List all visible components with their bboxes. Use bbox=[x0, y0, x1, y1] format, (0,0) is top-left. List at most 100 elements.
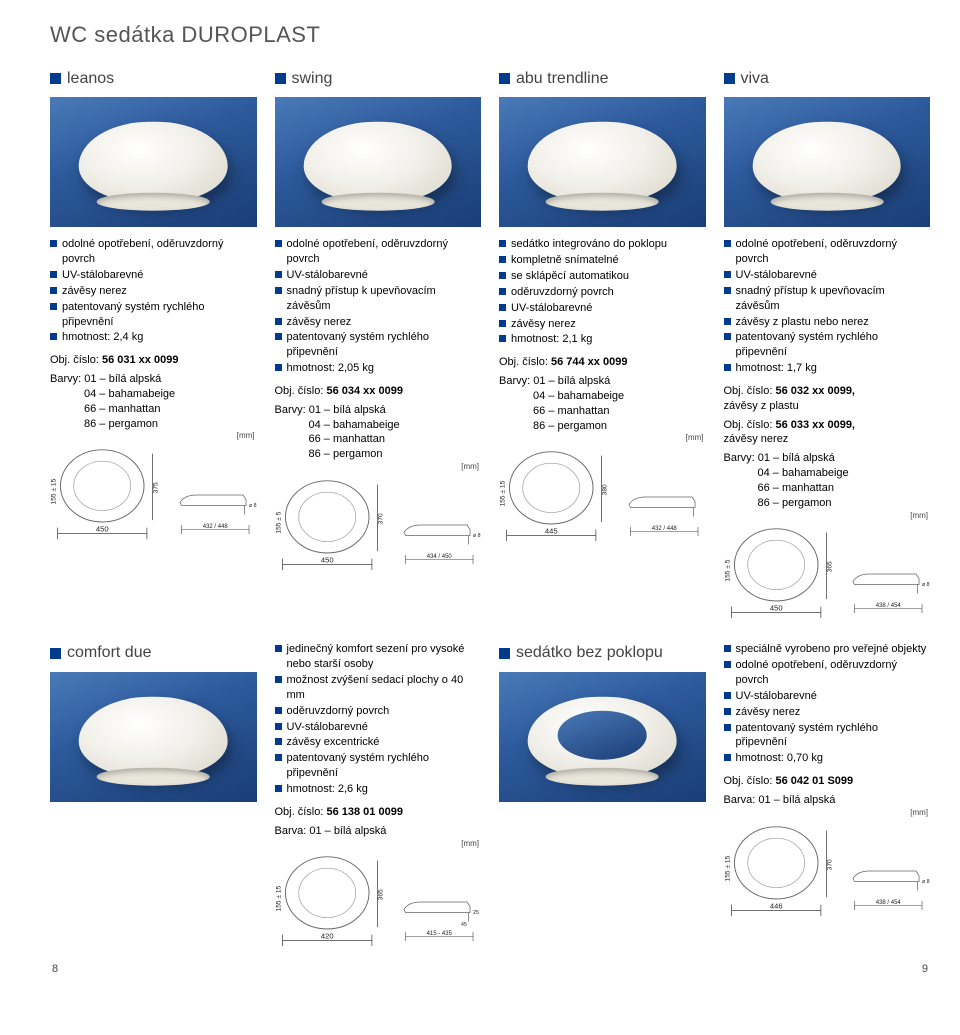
svg-text:438 / 454: 438 / 454 bbox=[876, 603, 902, 609]
mm-label: [mm] bbox=[275, 839, 482, 850]
feature-item: UV-stálobarevné bbox=[499, 301, 706, 316]
mm-label: [mm] bbox=[499, 433, 706, 444]
dimension-side-svg: 432 / 448 bbox=[623, 491, 706, 544]
feature-item: sedátko integrováno do poklopu bbox=[499, 237, 706, 252]
product-name: leanos bbox=[50, 68, 257, 90]
feature-item: hmotnost: 1,7 kg bbox=[724, 361, 931, 376]
feature-list: odolné opotřebení, oděruvzdorný povrchUV… bbox=[50, 237, 257, 345]
dimension-side-svg: ø 8 434 / 450 bbox=[398, 519, 481, 572]
svg-text:155 ± 15: 155 ± 15 bbox=[275, 886, 282, 912]
feature-item: odolné opotřebení, oděruvzdorný povrch bbox=[50, 237, 257, 267]
feature-item: UV-stálobarevné bbox=[724, 268, 931, 283]
feature-list: sedátko integrováno do poklopukompletně … bbox=[499, 237, 706, 347]
feature-item: UV-stálobarevné bbox=[724, 689, 931, 704]
svg-text:432 / 448: 432 / 448 bbox=[203, 524, 229, 530]
page-title: WC sedátka DUROPLAST bbox=[50, 20, 930, 50]
svg-text:155 ± 5: 155 ± 5 bbox=[275, 511, 282, 533]
product-name: abu trendline bbox=[499, 68, 706, 90]
svg-text:365: 365 bbox=[377, 889, 384, 900]
feature-item: oděruvzdorný povrch bbox=[275, 704, 482, 719]
product-name: swing bbox=[275, 68, 482, 90]
svg-text:450: 450 bbox=[769, 604, 782, 613]
product-details: sedátko integrováno do poklopukompletně … bbox=[499, 237, 706, 620]
svg-text:365: 365 bbox=[826, 561, 833, 572]
dimension-drawings: 420 155 ± 15 365 25 415 - 435 45 bbox=[275, 853, 482, 948]
colors-list: Barvy: 01 – bílá alpská04 – bahamabeige6… bbox=[275, 403, 482, 462]
product-photo bbox=[499, 672, 706, 802]
dimension-drawings: 450 155 ± 5 365 ø 8 438 / 454 bbox=[724, 525, 931, 620]
colors-list: Barvy: 01 – bílá alpská04 – bahamabeige6… bbox=[499, 374, 706, 433]
feature-list: speciálně vyrobeno pro veřejné objektyod… bbox=[724, 642, 931, 766]
svg-text:370: 370 bbox=[377, 513, 384, 524]
svg-text:450: 450 bbox=[320, 555, 333, 564]
order-number: Obj. číslo: 56 034 xx 0099 bbox=[275, 384, 482, 399]
feature-item: odolné opotřebení, oděruvzdorný povrch bbox=[275, 237, 482, 267]
dimension-drawings: 446 155 ± 15 370 ø 8 438 / 454 bbox=[724, 823, 931, 918]
feature-item: odolné opotřebení, oděruvzdorný povrch bbox=[724, 237, 931, 267]
svg-text:380: 380 bbox=[601, 484, 608, 495]
row1-header: leanos swing abu trendline viva bbox=[50, 68, 930, 238]
feature-item: hmotnost: 2,6 kg bbox=[275, 782, 482, 797]
dimension-top-svg: 450 155 ± 15 375 bbox=[50, 446, 164, 541]
svg-text:434 / 450: 434 / 450 bbox=[427, 554, 453, 560]
feature-item: závěsy nerez bbox=[499, 317, 706, 332]
dimension-top-svg: 446 155 ± 15 370 bbox=[724, 823, 838, 918]
svg-text:ø 8: ø 8 bbox=[922, 582, 930, 588]
row2: comfort due jedinečný komfort sezení pro… bbox=[50, 642, 930, 948]
dimension-drawings: 450 155 ± 5 370 ø 8 434 / 450 bbox=[275, 477, 482, 572]
colors-list: Barva: 01 – bílá alpská bbox=[275, 824, 482, 839]
svg-text:370: 370 bbox=[826, 859, 833, 870]
product-name: sedátko bez poklopu bbox=[499, 642, 706, 664]
svg-text:155 ± 5: 155 ± 5 bbox=[724, 560, 731, 582]
order-number: Obj. číslo: 56 032 xx 0099,závěsy z plas… bbox=[724, 384, 931, 414]
feature-item: hmotnost: 0,70 kg bbox=[724, 751, 931, 766]
feature-list: jedinečný komfort sezení pro vysoké nebo… bbox=[275, 642, 482, 796]
dimension-top-svg: 445 155 ± 15 380 bbox=[499, 448, 613, 543]
product-name: comfort due bbox=[50, 642, 257, 664]
feature-item: patentovaný systém rychlého připevnění bbox=[724, 330, 931, 360]
feature-item: speciálně vyrobeno pro veřejné objekty bbox=[724, 642, 931, 657]
page-number-right: 9 bbox=[922, 962, 928, 977]
order-number: Obj. číslo: 56 031 xx 0099 bbox=[50, 353, 257, 368]
feature-item: patentovaný systém rychlého připevnění bbox=[724, 721, 931, 751]
feature-item: patentovaný systém rychlého připevnění bbox=[50, 300, 257, 330]
order-number: Obj. číslo: 56 042 01 S099 bbox=[724, 774, 931, 789]
mm-label: [mm] bbox=[724, 511, 931, 522]
product-photo bbox=[275, 97, 482, 227]
feature-item: patentovaný systém rychlého připevnění bbox=[275, 751, 482, 781]
feature-item: jedinečný komfort sezení pro vysoké nebo… bbox=[275, 642, 482, 672]
svg-text:155 ± 15: 155 ± 15 bbox=[500, 481, 507, 507]
svg-text:ø 8: ø 8 bbox=[473, 533, 481, 539]
colors-list: Barvy: 01 – bílá alpská04 – bahamabeige6… bbox=[724, 451, 931, 510]
feature-item: UV-stálobarevné bbox=[275, 268, 482, 283]
colors-list: Barva: 01 – bílá alpská bbox=[724, 793, 931, 808]
product-photo bbox=[724, 97, 931, 227]
dimension-top-svg: 450 155 ± 5 370 bbox=[275, 477, 389, 572]
feature-item: snadný přístup k upevňovacím závěsům bbox=[275, 284, 482, 314]
svg-text:446: 446 bbox=[769, 901, 782, 910]
feature-item: UV-stálobarevné bbox=[50, 268, 257, 283]
feature-item: UV-stálobarevné bbox=[275, 720, 482, 735]
dimension-top-svg: 450 155 ± 5 365 bbox=[724, 525, 838, 620]
mm-label: [mm] bbox=[50, 431, 257, 442]
svg-text:155 ± 15: 155 ± 15 bbox=[51, 479, 58, 505]
dimension-side-svg: ø 8 438 / 454 bbox=[847, 568, 930, 621]
order-number: Obj. číslo: 56 033 xx 0099,závěsy nerez bbox=[724, 418, 931, 448]
dimension-top-svg: 420 155 ± 15 365 bbox=[275, 853, 389, 948]
svg-text:45: 45 bbox=[461, 922, 467, 928]
feature-item: závěsy nerez bbox=[50, 284, 257, 299]
product-details: jedinečný komfort sezení pro vysoké nebo… bbox=[275, 642, 482, 948]
feature-item: odolné opotřebení, oděruvzdorný povrch bbox=[724, 658, 931, 688]
dimension-side-svg: 25 415 - 435 45 bbox=[398, 896, 481, 949]
svg-text:155 ± 15: 155 ± 15 bbox=[724, 855, 731, 881]
feature-item: kompletně snímatelné bbox=[499, 253, 706, 268]
feature-item: hmotnost: 2,1 kg bbox=[499, 332, 706, 347]
feature-item: hmotnost: 2,4 kg bbox=[50, 330, 257, 345]
svg-text:ø 8: ø 8 bbox=[922, 879, 930, 885]
feature-item: oděruvzdorný povrch bbox=[499, 285, 706, 300]
svg-text:25: 25 bbox=[473, 910, 479, 916]
svg-text:450: 450 bbox=[96, 525, 109, 534]
feature-item: snadný přístup k upevňovacím závěsům bbox=[724, 284, 931, 314]
product-name: viva bbox=[724, 68, 931, 90]
page-footer: 8 9 bbox=[50, 962, 930, 977]
